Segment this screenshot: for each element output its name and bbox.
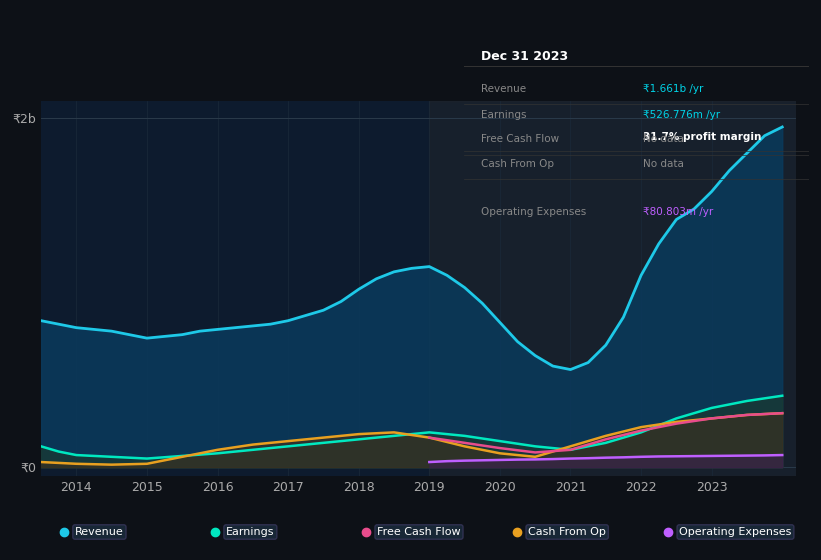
Text: Free Cash Flow: Free Cash Flow — [481, 134, 559, 144]
Text: ₹1.661b /yr: ₹1.661b /yr — [643, 84, 704, 94]
Text: Earnings: Earnings — [481, 110, 526, 120]
Text: No data: No data — [643, 158, 684, 169]
Bar — [429, 101, 796, 476]
Text: No data: No data — [643, 134, 684, 144]
Text: Revenue: Revenue — [75, 527, 124, 537]
Text: ₹526.776m /yr: ₹526.776m /yr — [643, 110, 720, 120]
Text: 31.7% profit margin: 31.7% profit margin — [643, 132, 762, 142]
Text: Free Cash Flow: Free Cash Flow — [377, 527, 461, 537]
Text: Cash From Op: Cash From Op — [528, 527, 606, 537]
Text: Earnings: Earnings — [226, 527, 274, 537]
Text: Cash From Op: Cash From Op — [481, 158, 554, 169]
Text: Operating Expenses: Operating Expenses — [481, 207, 586, 217]
Text: Operating Expenses: Operating Expenses — [679, 527, 791, 537]
Text: Dec 31 2023: Dec 31 2023 — [481, 50, 568, 63]
Text: ₹80.803m /yr: ₹80.803m /yr — [643, 207, 713, 217]
Text: Revenue: Revenue — [481, 84, 526, 94]
